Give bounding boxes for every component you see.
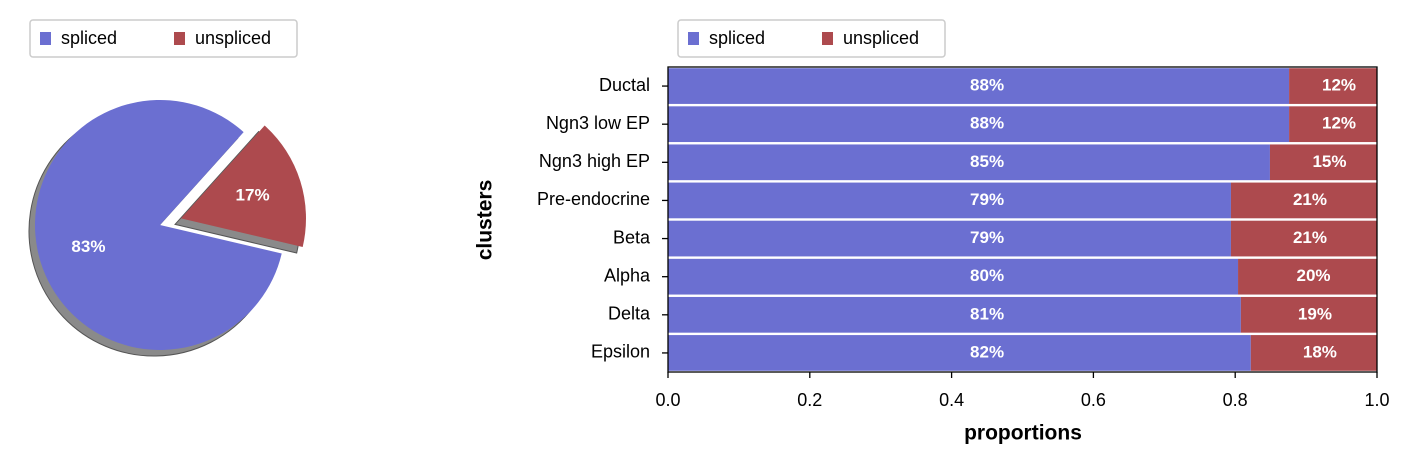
legend-box xyxy=(677,19,946,58)
legend-swatch xyxy=(174,32,185,45)
plot-frame xyxy=(667,66,1378,373)
bar xyxy=(1250,335,1377,371)
bar-label: 80% xyxy=(970,266,1004,285)
y-tick-label: Ngn3 low EP xyxy=(546,113,650,133)
legend-swatch xyxy=(40,32,51,45)
legend-swatch xyxy=(688,32,699,45)
y-tick-label: Epsilon xyxy=(591,342,650,362)
bar xyxy=(668,296,1241,333)
bar-label: 79% xyxy=(970,228,1004,247)
legend-box xyxy=(29,19,298,58)
bar xyxy=(1240,296,1377,333)
legend-label: unspliced xyxy=(843,28,919,48)
bar xyxy=(668,220,1231,257)
bar-label: 81% xyxy=(970,304,1004,323)
pie-slice xyxy=(35,99,282,350)
bar-label: 12% xyxy=(1322,76,1356,95)
bar-label: 88% xyxy=(970,76,1004,95)
bar xyxy=(1289,68,1377,104)
y-tick-label: Delta xyxy=(608,304,651,324)
bar xyxy=(668,182,1231,219)
bar xyxy=(668,144,1270,181)
bar xyxy=(1269,144,1377,181)
pie-slice xyxy=(180,125,306,247)
bar-label: 12% xyxy=(1322,114,1356,133)
x-tick-label: 0.2 xyxy=(797,390,822,410)
x-tick-label: 0.0 xyxy=(655,390,680,410)
y-tick-label: Pre-endocrine xyxy=(537,189,650,209)
x-axis-label: proportions xyxy=(964,422,1082,445)
bar-label: 21% xyxy=(1293,228,1327,247)
bar-label: 18% xyxy=(1303,342,1337,361)
bar-label: 15% xyxy=(1312,152,1346,171)
legend-label: spliced xyxy=(709,28,765,48)
x-tick-label: 1.0 xyxy=(1364,390,1389,410)
y-tick-label: Beta xyxy=(613,227,651,247)
slice-label: 17% xyxy=(236,185,270,204)
bar xyxy=(668,258,1239,295)
x-tick-label: 0.8 xyxy=(1223,390,1248,410)
bar-label: 82% xyxy=(970,342,1004,361)
x-tick-label: 0.6 xyxy=(1081,390,1106,410)
bar-label: 20% xyxy=(1297,266,1331,285)
y-tick-label: Ductal xyxy=(599,75,650,95)
bar-label: 79% xyxy=(970,190,1004,209)
slice-label: 83% xyxy=(71,237,105,256)
legend-label: spliced xyxy=(61,28,117,48)
y-tick-label: Alpha xyxy=(604,265,651,285)
bar-label: 19% xyxy=(1298,304,1332,323)
legend-label: unspliced xyxy=(195,28,271,48)
bar xyxy=(1238,258,1377,295)
bar xyxy=(1230,220,1377,257)
y-axis-label: clusters xyxy=(474,180,497,261)
bar-label: 85% xyxy=(970,152,1004,171)
bar xyxy=(668,68,1290,104)
bar-label: 21% xyxy=(1293,190,1327,209)
bar xyxy=(1230,182,1377,219)
bar xyxy=(668,335,1251,371)
bar xyxy=(668,106,1290,143)
bar xyxy=(1289,106,1377,143)
y-tick-label: Ngn3 high EP xyxy=(539,151,650,171)
x-tick-label: 0.4 xyxy=(939,390,964,410)
legend-swatch xyxy=(822,32,833,45)
bar-label: 88% xyxy=(970,114,1004,133)
